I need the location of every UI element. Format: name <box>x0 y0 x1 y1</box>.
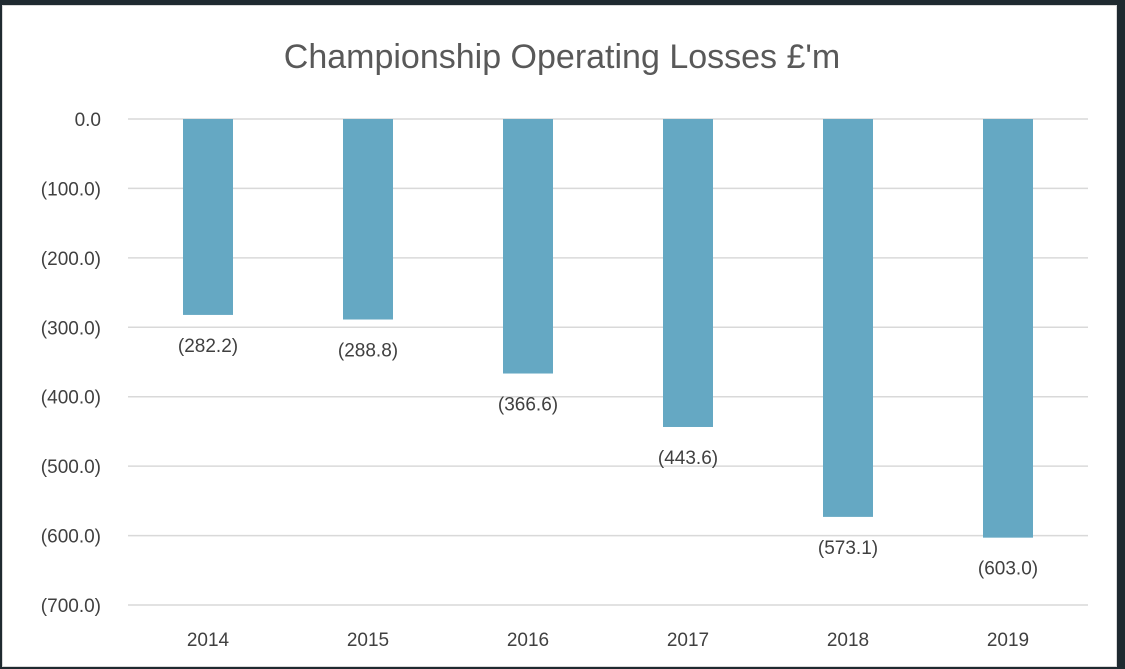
y-tick-label: 0.0 <box>75 110 101 131</box>
x-tick-label: 2018 <box>827 630 869 651</box>
bars <box>183 119 1033 538</box>
data-label-2015: (288.8) <box>338 341 398 362</box>
x-tick-label: 2017 <box>667 630 709 651</box>
y-tick-label: (600.0) <box>41 527 101 548</box>
x-tick-label: 2015 <box>347 630 389 651</box>
y-tick-label: (200.0) <box>41 249 101 270</box>
bar-2017 <box>663 119 713 427</box>
y-axis: 0.0 (100.0) (200.0) (300.0) (400.0) (500.0) (6… <box>41 110 101 617</box>
chart-frame <box>2 5 1117 667</box>
data-label-2017: (443.6) <box>658 448 718 469</box>
x-tick-label: 2014 <box>187 630 230 651</box>
bar-2015 <box>343 119 393 320</box>
x-axis: 2014 2015 2016 2017 2018 2019 <box>187 630 1029 651</box>
x-tick-label: 2016 <box>507 630 549 651</box>
data-label-2016: (366.6) <box>498 395 558 416</box>
y-tick-label: (700.0) <box>41 596 101 617</box>
y-tick-label: (300.0) <box>41 318 101 339</box>
y-tick-label: (100.0) <box>41 179 101 200</box>
data-label-2019: (603.0) <box>978 559 1038 580</box>
y-tick-label: (400.0) <box>41 388 101 409</box>
bar-2019 <box>983 119 1033 538</box>
x-tick-label: 2019 <box>987 630 1029 651</box>
y-tick-label: (500.0) <box>41 457 101 478</box>
data-label-2014: (282.2) <box>178 336 238 357</box>
data-labels: (282.2) (288.8) (366.6) (443.6) (573.1) (603.… <box>178 336 1038 580</box>
chart-title: Championship Operating Losses £'m <box>284 38 840 76</box>
bar-2014 <box>183 119 233 315</box>
bar-2016 <box>503 119 553 374</box>
data-label-2018: (573.1) <box>818 538 878 559</box>
gridlines <box>128 118 1088 606</box>
bar-2018 <box>823 119 873 517</box>
